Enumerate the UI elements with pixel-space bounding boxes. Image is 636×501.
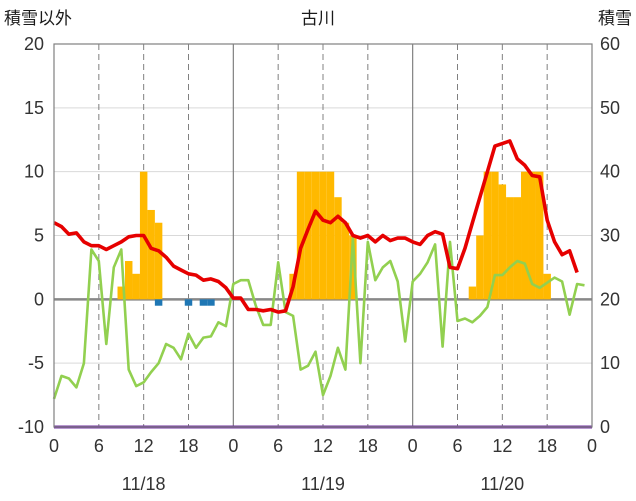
snowfall-bar [147,209,155,300]
x-tick-label: 0 [408,436,418,456]
left-axis-title: 積雪以外 [4,9,72,29]
negative-bar [207,299,215,306]
right-tick-label: 10 [600,353,620,373]
snowfall-bar [521,171,529,300]
plot-frame [53,43,593,428]
right-tick-label: 30 [600,226,620,246]
negative-bar [154,299,163,306]
snowfall-bar [528,171,536,300]
x-tick-label: 12 [313,436,333,456]
date-label: 11/20 [480,474,524,494]
snowfall-bar [349,235,357,300]
x-tick-label: 0 [587,436,597,456]
snowfall-bar [468,286,477,300]
x-tick-label: 18 [537,436,557,456]
right-tick-label: 40 [600,162,620,182]
left-tick-label: -5 [28,353,44,373]
snowfall-bar [154,222,163,300]
snowfall-bar [304,171,312,300]
snowfall-bar [498,184,507,300]
negative-bar [184,299,193,306]
x-tick-label: 0 [228,436,238,456]
snowfall-bar [476,235,484,300]
snowfall-bars [117,171,551,306]
snowfall-bar [311,171,320,300]
snowfall-bar [483,171,492,300]
right-tick-label: 20 [600,289,620,309]
wind-line [52,236,585,400]
snowfall-bar [543,273,551,300]
snowfall-bar [334,197,342,300]
left-tick-label: -10 [18,417,44,437]
snowfall-bar [341,222,350,300]
temperature-line [53,139,579,314]
snowfall-bar [124,261,133,300]
snowfall-bar [535,171,544,300]
right-tick-label: 60 [600,34,620,54]
snowfall-bar [117,286,125,300]
negative-bar [199,299,208,306]
x-tick-label: 6 [452,436,462,456]
snowfall-bar [132,273,140,300]
date-label: 11/19 [301,474,345,494]
x-tick-label: 6 [273,436,283,456]
left-tick-label: 0 [34,289,44,309]
right-tick-label: 50 [600,98,620,118]
left-tick-label: 10 [24,162,44,182]
date-label: 11/18 [122,474,166,494]
x-tick-label: 12 [134,436,154,456]
x-tick-label: 6 [94,436,104,456]
plot-border [53,43,593,428]
x-tick-label: 18 [178,436,198,456]
left-tick-label: 15 [24,98,44,118]
snowfall-bar [296,171,305,300]
left-tick-label: 20 [24,34,44,54]
chart-title: 古川 [301,9,335,29]
snowfall-bar [326,171,335,300]
snowfall-bar [319,171,327,300]
snowfall-bar [491,171,499,300]
snowfall-bar [506,197,514,300]
left-tick-label: 5 [34,226,44,246]
x-tick-label: 0 [49,436,59,456]
x-tick-label: 18 [358,436,378,456]
right-tick-label: 0 [600,417,610,437]
snowfall-bar [513,197,522,300]
x-tick-label: 12 [492,436,512,456]
right-axis-title: 積雪 [598,9,632,29]
